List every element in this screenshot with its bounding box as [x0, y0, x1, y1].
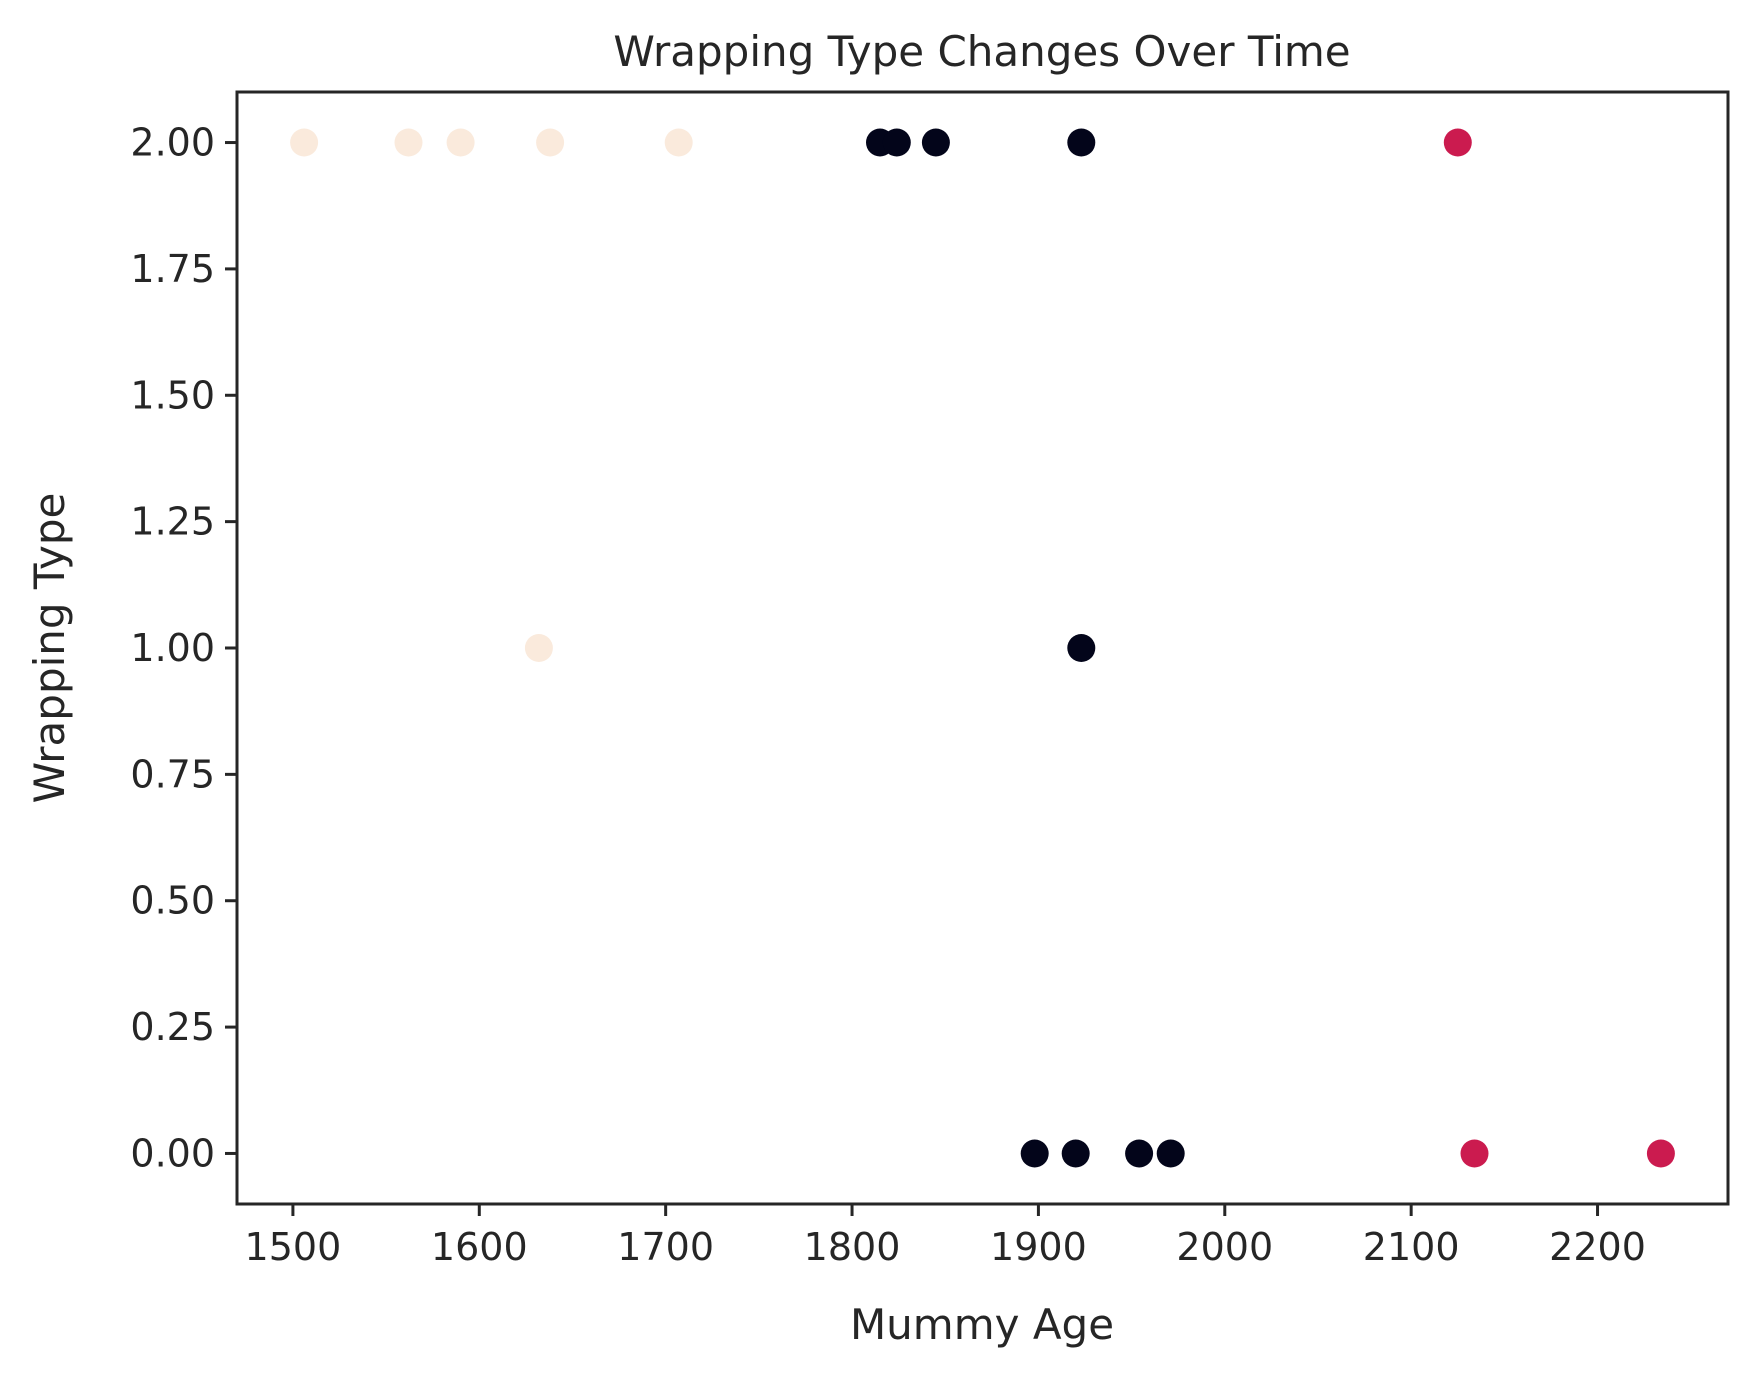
x-tick-label: 1600: [431, 1225, 528, 1269]
data-point: [1125, 1139, 1154, 1168]
data-point: [1443, 128, 1472, 157]
x-tick-label: 2100: [1363, 1225, 1460, 1269]
x-tick-label: 2200: [1549, 1225, 1646, 1269]
data-point: [1067, 128, 1096, 157]
x-tick-label: 1700: [617, 1225, 714, 1269]
data-point: [921, 128, 950, 157]
x-axis-label: Mummy Age: [850, 1300, 1114, 1349]
y-tick-label: 0.50: [130, 879, 215, 923]
x-axis-ticks: 1500 1600 1700 1800 1900 2000 2100 2200: [245, 1204, 1646, 1269]
data-point: [290, 128, 319, 157]
data-point: [664, 128, 693, 157]
data-point: [1067, 634, 1096, 662]
x-tick-label: 2000: [1176, 1225, 1273, 1269]
x-tick-label: 1800: [804, 1225, 901, 1269]
y-tick-label: 1.75: [130, 247, 215, 291]
data-point: [1061, 1139, 1090, 1168]
data-point: [524, 634, 553, 662]
data-point: [394, 128, 423, 157]
data-point: [446, 128, 475, 157]
y-tick-label: 1.00: [130, 626, 215, 670]
y-tick-label: 2.00: [130, 121, 215, 165]
data-point: [1020, 1139, 1049, 1168]
data-point: [1460, 1139, 1489, 1168]
y-axis-label: Wrapping Type: [25, 493, 74, 804]
y-tick-label: 1.25: [130, 500, 215, 544]
data-point: [536, 128, 565, 157]
plot-frame: [235, 90, 1730, 1206]
points-layer: [290, 128, 1675, 1168]
y-tick-label: 1.50: [130, 373, 215, 417]
y-tick-label: 0.00: [130, 1131, 215, 1175]
data-point: [1646, 1139, 1675, 1168]
y-tick-label: 0.25: [130, 1005, 215, 1049]
y-tick-label: 0.75: [130, 752, 215, 796]
chart-title: Wrapping Type Changes Over Time: [613, 27, 1350, 76]
x-tick-label: 1500: [245, 1225, 342, 1269]
y-axis-ticks: 0.00 0.25 0.50 0.75 1.00 1.25 1.50 1.75 2.00: [130, 121, 237, 1175]
data-point: [1156, 1139, 1185, 1168]
data-point: [882, 128, 911, 157]
x-tick-label: 1900: [990, 1225, 1087, 1269]
